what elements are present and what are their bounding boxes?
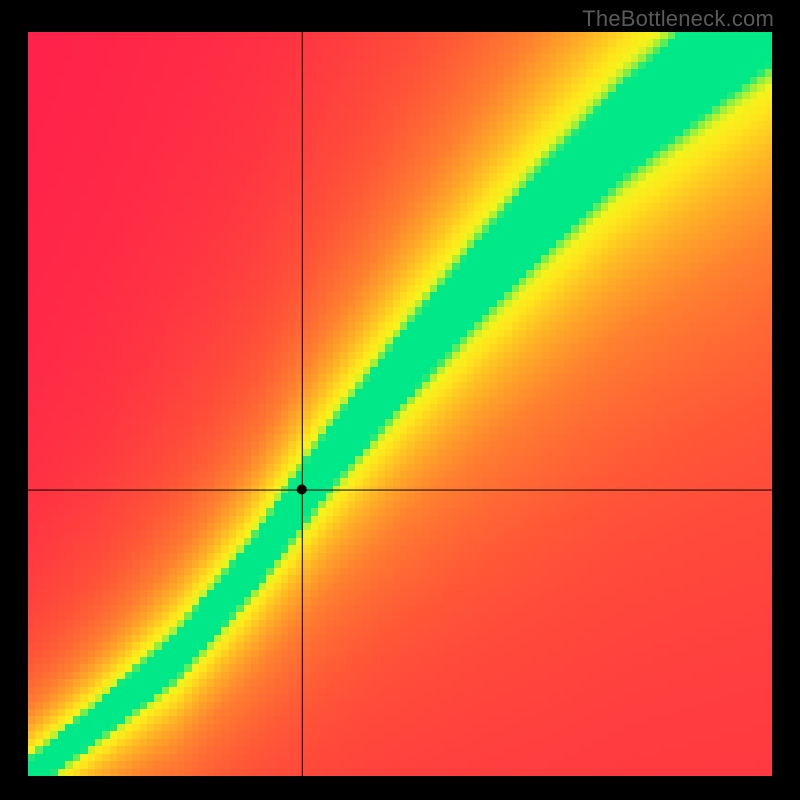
chart-container: TheBottleneck.com	[0, 0, 800, 800]
crosshair-overlay	[28, 32, 772, 776]
watermark-text: TheBottleneck.com	[582, 6, 774, 32]
heatmap-plot	[28, 32, 772, 776]
